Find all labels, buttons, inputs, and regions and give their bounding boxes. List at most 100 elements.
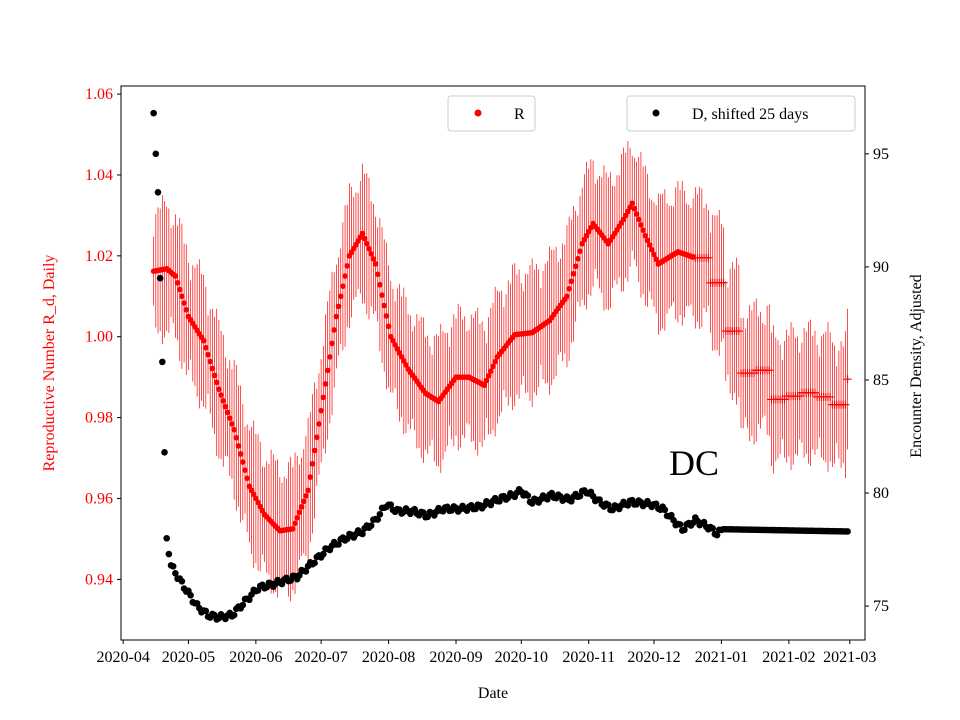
- y-axis-right: 75 80 85 90 95: [865, 146, 889, 615]
- r-point: [364, 240, 370, 247]
- legend-r-frame: [447, 95, 536, 132]
- d-point: [165, 550, 173, 558]
- r-point: [335, 303, 342, 310]
- r-point: [209, 365, 216, 372]
- r-point: [843, 375, 852, 384]
- r-point: [649, 246, 655, 253]
- r-point: [642, 232, 649, 239]
- x-tick-label: 2020-05: [162, 649, 215, 666]
- legend-r-label: R: [514, 106, 525, 123]
- r-point: [344, 263, 351, 269]
- r-point: [633, 211, 640, 217]
- x-tick-label: 2020-07: [294, 649, 347, 666]
- r-point: [488, 368, 494, 374]
- r-point: [492, 358, 498, 365]
- r-point: [179, 293, 185, 300]
- r-point: [213, 379, 220, 386]
- d-point: [311, 559, 318, 567]
- r-point: [644, 237, 651, 244]
- r-point: [244, 475, 250, 482]
- r-point: [564, 293, 570, 300]
- legend-r: R: [447, 95, 536, 132]
- d-point: [367, 522, 375, 529]
- y-left-tick-label: 1.06: [85, 86, 113, 103]
- x-axis-label: Date: [478, 685, 508, 702]
- d-point: [376, 510, 384, 518]
- d-point: [713, 531, 721, 539]
- d-point: [668, 511, 675, 519]
- d-point: [239, 601, 247, 609]
- r-point: [216, 386, 222, 393]
- r-point: [235, 443, 242, 449]
- r-point: [309, 461, 316, 467]
- d-point: [302, 568, 310, 575]
- r-point: [734, 327, 743, 336]
- r-point: [575, 255, 581, 262]
- d-point: [524, 492, 532, 499]
- r-point: [218, 392, 224, 398]
- d-point: [187, 592, 194, 599]
- r-point: [327, 354, 333, 360]
- r-point: [200, 337, 207, 344]
- r-point: [298, 504, 305, 510]
- y-left-tick-label: 0.98: [85, 410, 113, 427]
- d-point: [676, 521, 684, 528]
- r-point: [640, 227, 646, 234]
- d-point: [172, 570, 179, 577]
- r-point: [242, 467, 248, 473]
- r-point: [329, 340, 335, 347]
- y-left-tick-label: 0.96: [85, 490, 113, 507]
- r-point: [651, 251, 657, 258]
- r-point: [374, 271, 381, 278]
- r-point: [292, 520, 298, 527]
- x-tick-label: 2020-10: [495, 649, 548, 666]
- d-point: [156, 274, 164, 282]
- r-point: [316, 421, 322, 427]
- r-point: [577, 248, 583, 255]
- r-point: [290, 525, 296, 532]
- y-left-tick-label: 1.02: [85, 248, 113, 265]
- r-point: [485, 373, 492, 379]
- d-point: [152, 150, 160, 158]
- r-point: [211, 372, 218, 379]
- x-tick-label: 2020-04: [97, 649, 150, 666]
- r-point: [379, 292, 385, 298]
- r-point: [318, 407, 324, 414]
- d-point: [661, 506, 669, 514]
- x-tick-label: 2021-03: [823, 649, 876, 666]
- r-point: [331, 327, 337, 333]
- d-point: [709, 525, 717, 532]
- r-point: [226, 415, 233, 421]
- d-point: [230, 611, 238, 619]
- r-point: [704, 253, 713, 262]
- r-point: [231, 426, 237, 433]
- y-right-tick-label: 90: [873, 259, 889, 276]
- y-right-tick-label: 80: [873, 485, 889, 502]
- r-point: [342, 273, 348, 279]
- d-point: [296, 572, 303, 579]
- r-point: [566, 285, 572, 292]
- r-point: [229, 421, 235, 427]
- d-point: [178, 578, 186, 585]
- d-point: [359, 530, 366, 538]
- r-point: [324, 367, 331, 374]
- r-point: [307, 474, 314, 480]
- r-point: [313, 434, 320, 441]
- d-point: [844, 528, 851, 535]
- y-right-tick-label: 75: [873, 598, 889, 615]
- plot-frame: [120, 85, 866, 641]
- y-left-tick-label: 0.94: [85, 571, 113, 588]
- d-point: [670, 516, 677, 524]
- r-point: [653, 256, 659, 263]
- r-point: [385, 323, 392, 330]
- d-point: [320, 550, 327, 558]
- legend-d-frame: [626, 95, 856, 132]
- r-point: [311, 447, 318, 454]
- r-point: [381, 302, 388, 309]
- x-tick-label: 2020-08: [362, 649, 415, 666]
- r-point: [222, 403, 229, 410]
- d-point: [652, 500, 660, 508]
- d-point: [681, 526, 688, 534]
- r-point: [220, 398, 227, 404]
